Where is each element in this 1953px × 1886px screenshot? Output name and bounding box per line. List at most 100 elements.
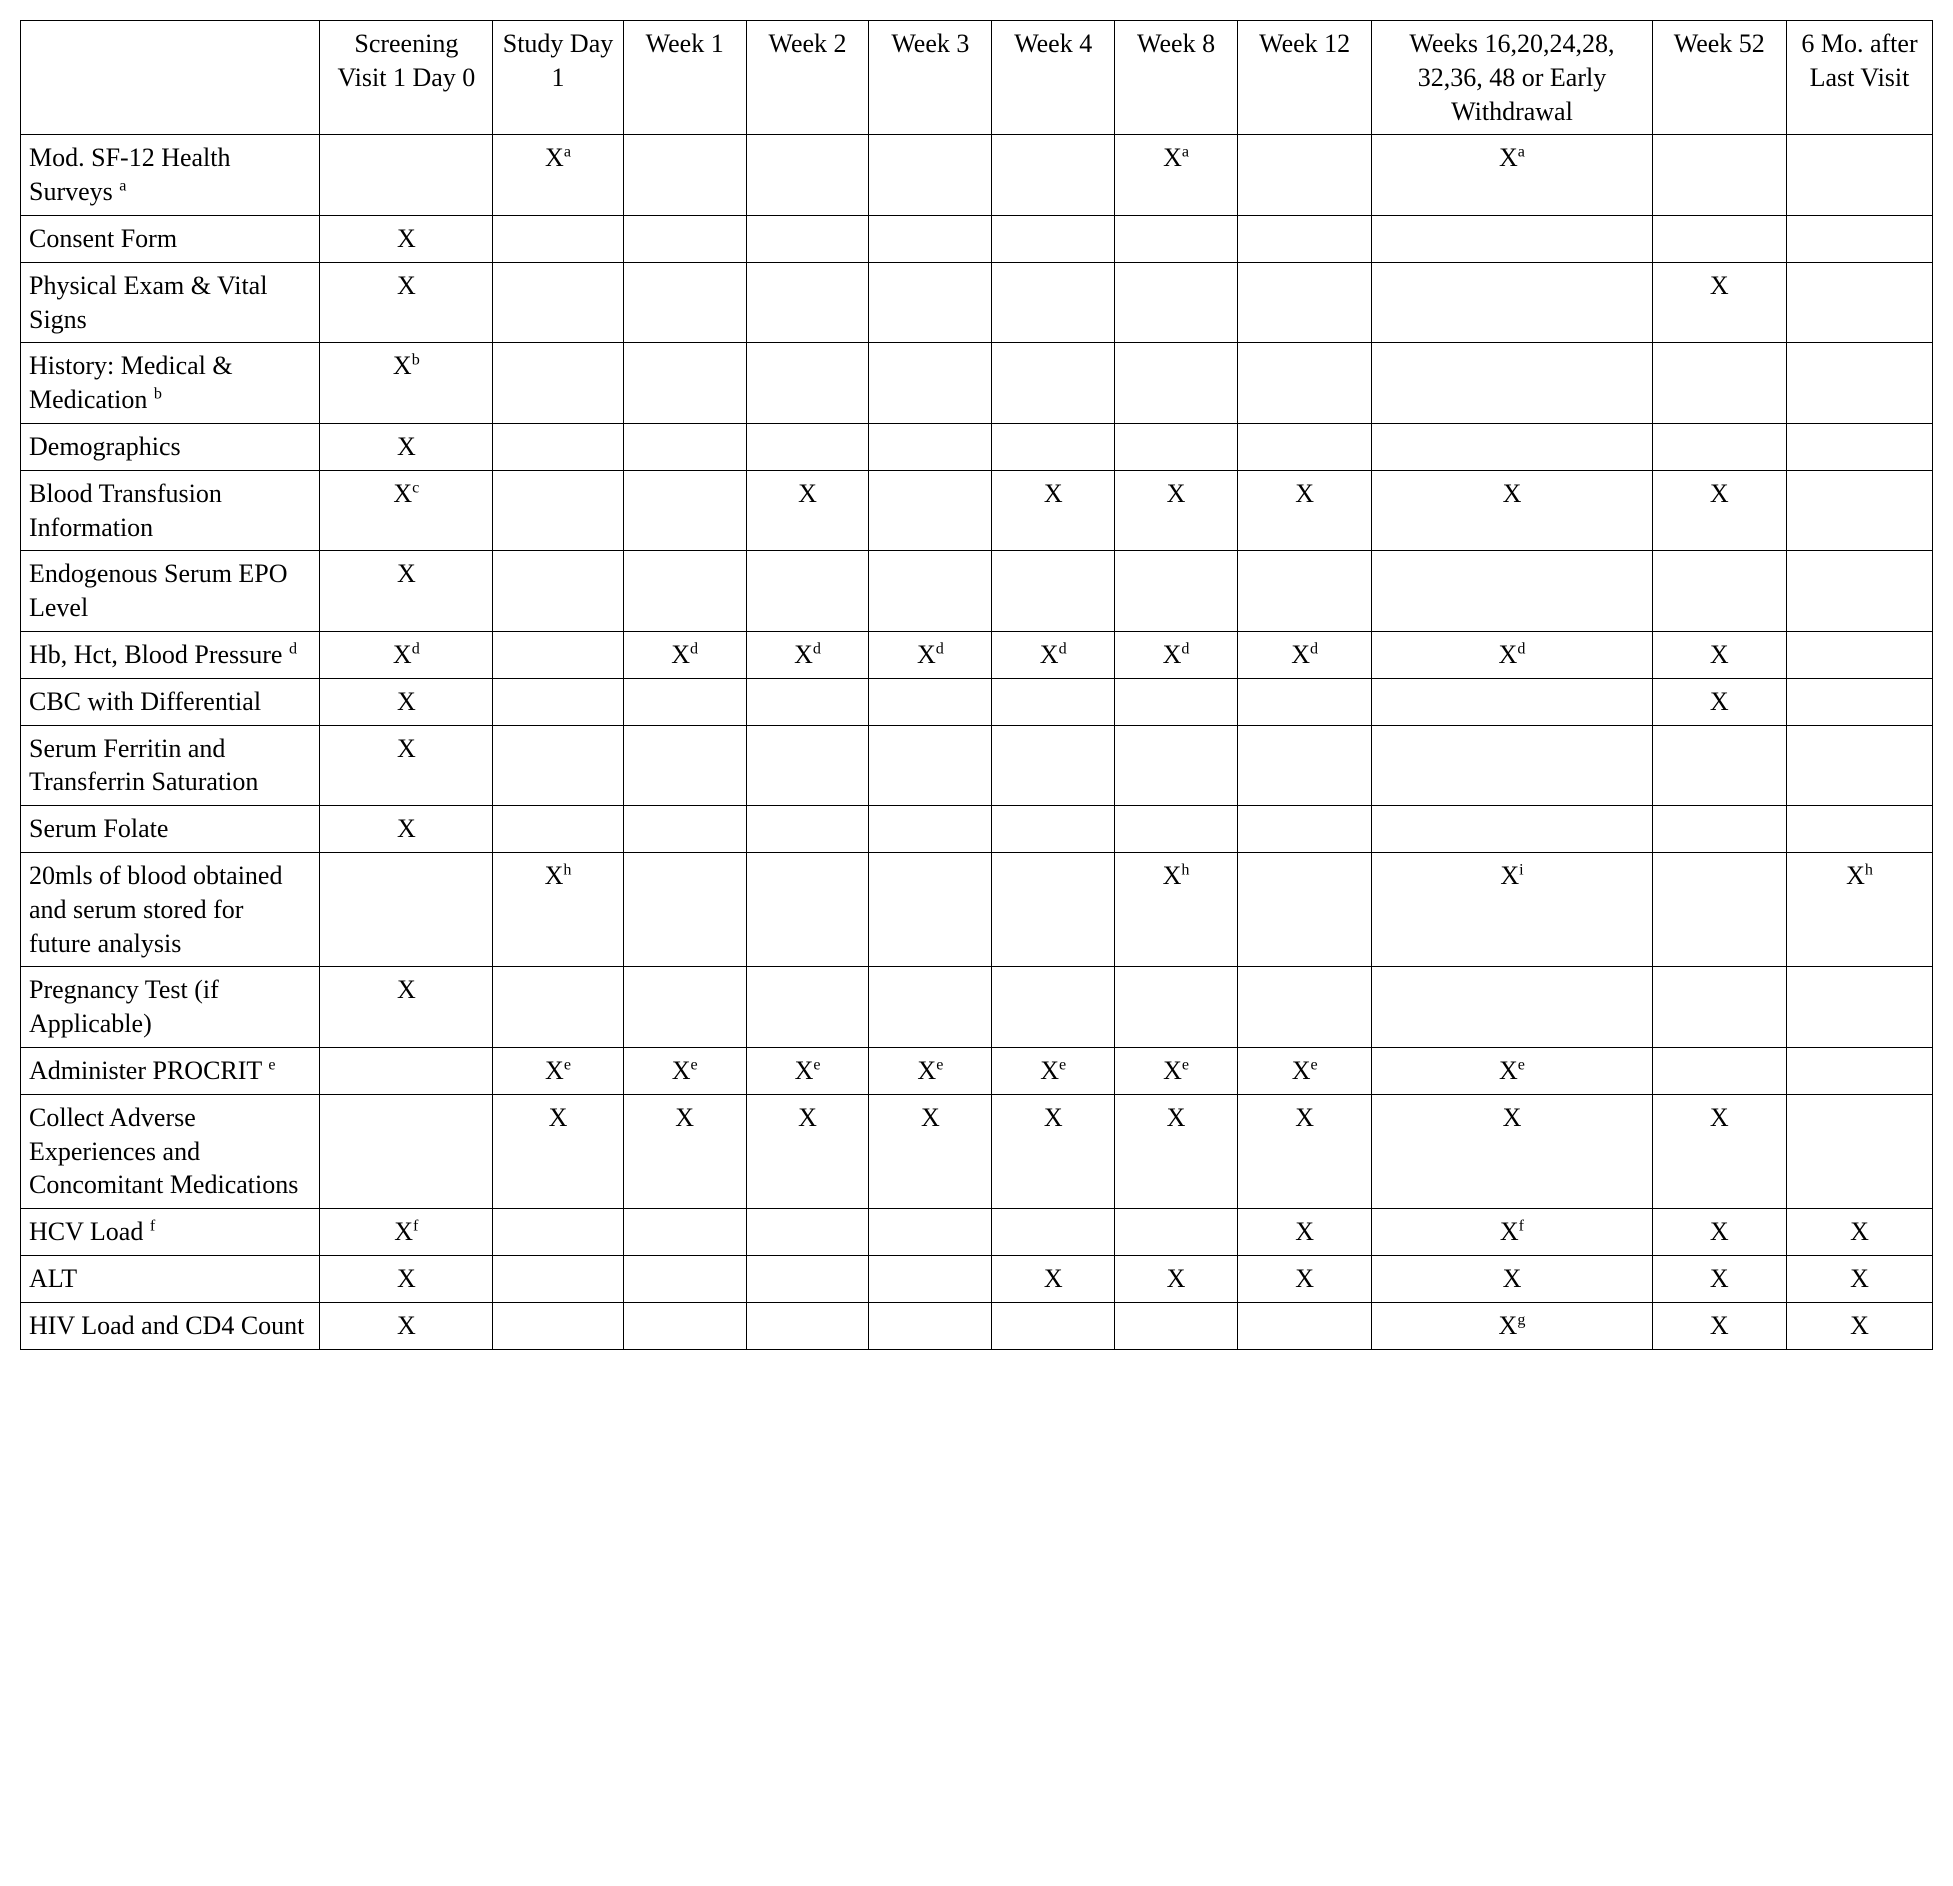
column-header: 6 Mo. after Last Visit <box>1786 21 1932 135</box>
cell <box>1786 678 1932 725</box>
cell <box>1786 631 1932 678</box>
cell <box>1372 967 1652 1048</box>
cell <box>1115 262 1238 343</box>
cell <box>746 806 869 853</box>
cell <box>869 215 992 262</box>
cell: Xe <box>1115 1047 1238 1094</box>
cell: Xe <box>992 1047 1115 1094</box>
cell: X <box>320 423 493 470</box>
cell <box>1652 551 1786 632</box>
cell <box>320 1094 493 1208</box>
cell <box>623 1209 746 1256</box>
cell <box>1237 678 1371 725</box>
schedule-table: Screening Visit 1 Day 0Study Day 1Week 1… <box>20 20 1933 1350</box>
table-row: Serum Ferritin and Transferrin Saturatio… <box>21 725 1933 806</box>
cell: X <box>493 1094 624 1208</box>
cell <box>623 343 746 424</box>
cell: X <box>1786 1302 1932 1349</box>
cell: X <box>992 1094 1115 1208</box>
cell <box>869 678 992 725</box>
row-label-sup: d <box>289 640 297 657</box>
cell <box>1372 423 1652 470</box>
cell <box>623 470 746 551</box>
cell: Xf <box>1372 1209 1652 1256</box>
column-header: Week 1 <box>623 21 746 135</box>
row-label: HIV Load and CD4 Count <box>21 1302 320 1349</box>
cell <box>493 262 624 343</box>
cell <box>493 1302 624 1349</box>
table-row: History: Medical & Medication bXb <box>21 343 1933 424</box>
column-header: Weeks 16,20,24,28, 32,36, 48 or Early Wi… <box>1372 21 1652 135</box>
cell: X <box>1652 678 1786 725</box>
cell: X <box>320 1255 493 1302</box>
cell <box>746 215 869 262</box>
cell: Xe <box>493 1047 624 1094</box>
row-label: Serum Folate <box>21 806 320 853</box>
cell <box>1372 806 1652 853</box>
cell: X <box>623 1094 746 1208</box>
table-row: Physical Exam & Vital SignsXX <box>21 262 1933 343</box>
cell <box>746 967 869 1048</box>
cell <box>493 631 624 678</box>
cell <box>992 262 1115 343</box>
cell: X <box>746 1094 869 1208</box>
cell: X <box>1372 1094 1652 1208</box>
cell: X <box>320 551 493 632</box>
cell: Xh <box>1786 852 1932 966</box>
cell <box>1115 967 1238 1048</box>
cell <box>1786 551 1932 632</box>
cell <box>869 470 992 551</box>
row-label-sup: f <box>150 1217 155 1234</box>
cell <box>1237 725 1371 806</box>
cell <box>493 470 624 551</box>
cell <box>623 725 746 806</box>
cell <box>1372 343 1652 424</box>
cell: X <box>320 262 493 343</box>
cell: Xd <box>869 631 992 678</box>
table-body: Mod. SF-12 Health Surveys aXaXaXaConsent… <box>21 135 1933 1349</box>
cell: Xd <box>1372 631 1652 678</box>
cell <box>1652 1047 1786 1094</box>
cell: X <box>1786 1255 1932 1302</box>
table-row: HIV Load and CD4 CountXXgXX <box>21 1302 1933 1349</box>
cell <box>1786 1047 1932 1094</box>
column-header: Week 4 <box>992 21 1115 135</box>
cell <box>746 1302 869 1349</box>
table-row: Administer PROCRIT eXeXeXeXeXeXeXeXe <box>21 1047 1933 1094</box>
cell <box>1237 1302 1371 1349</box>
row-label: Serum Ferritin and Transferrin Saturatio… <box>21 725 320 806</box>
cell <box>1115 215 1238 262</box>
cell <box>320 852 493 966</box>
cell <box>493 725 624 806</box>
cell <box>623 678 746 725</box>
table-row: Mod. SF-12 Health Surveys aXaXaXa <box>21 135 1933 216</box>
cell <box>1786 215 1932 262</box>
cell <box>493 215 624 262</box>
cell: Xa <box>493 135 624 216</box>
cell: X <box>1115 1094 1238 1208</box>
cell: X <box>1372 1255 1652 1302</box>
cell <box>992 1302 1115 1349</box>
table-row: 20mls of blood obtained and serum stored… <box>21 852 1933 966</box>
cell <box>992 967 1115 1048</box>
cell <box>623 551 746 632</box>
cell: X <box>992 470 1115 551</box>
cell <box>623 852 746 966</box>
cell <box>493 806 624 853</box>
cell <box>623 1255 746 1302</box>
cell: Xe <box>1372 1047 1652 1094</box>
cell: X <box>992 1255 1115 1302</box>
row-label: History: Medical & Medication b <box>21 343 320 424</box>
cell <box>320 135 493 216</box>
cell: X <box>1237 1255 1371 1302</box>
table-row: Blood Transfusion InformationXcXXXXXX <box>21 470 1933 551</box>
cell <box>1115 343 1238 424</box>
cell <box>869 423 992 470</box>
cell <box>869 806 992 853</box>
cell <box>1115 806 1238 853</box>
cell <box>869 967 992 1048</box>
cell <box>992 215 1115 262</box>
cell <box>1652 215 1786 262</box>
cell <box>1652 423 1786 470</box>
cell <box>992 852 1115 966</box>
